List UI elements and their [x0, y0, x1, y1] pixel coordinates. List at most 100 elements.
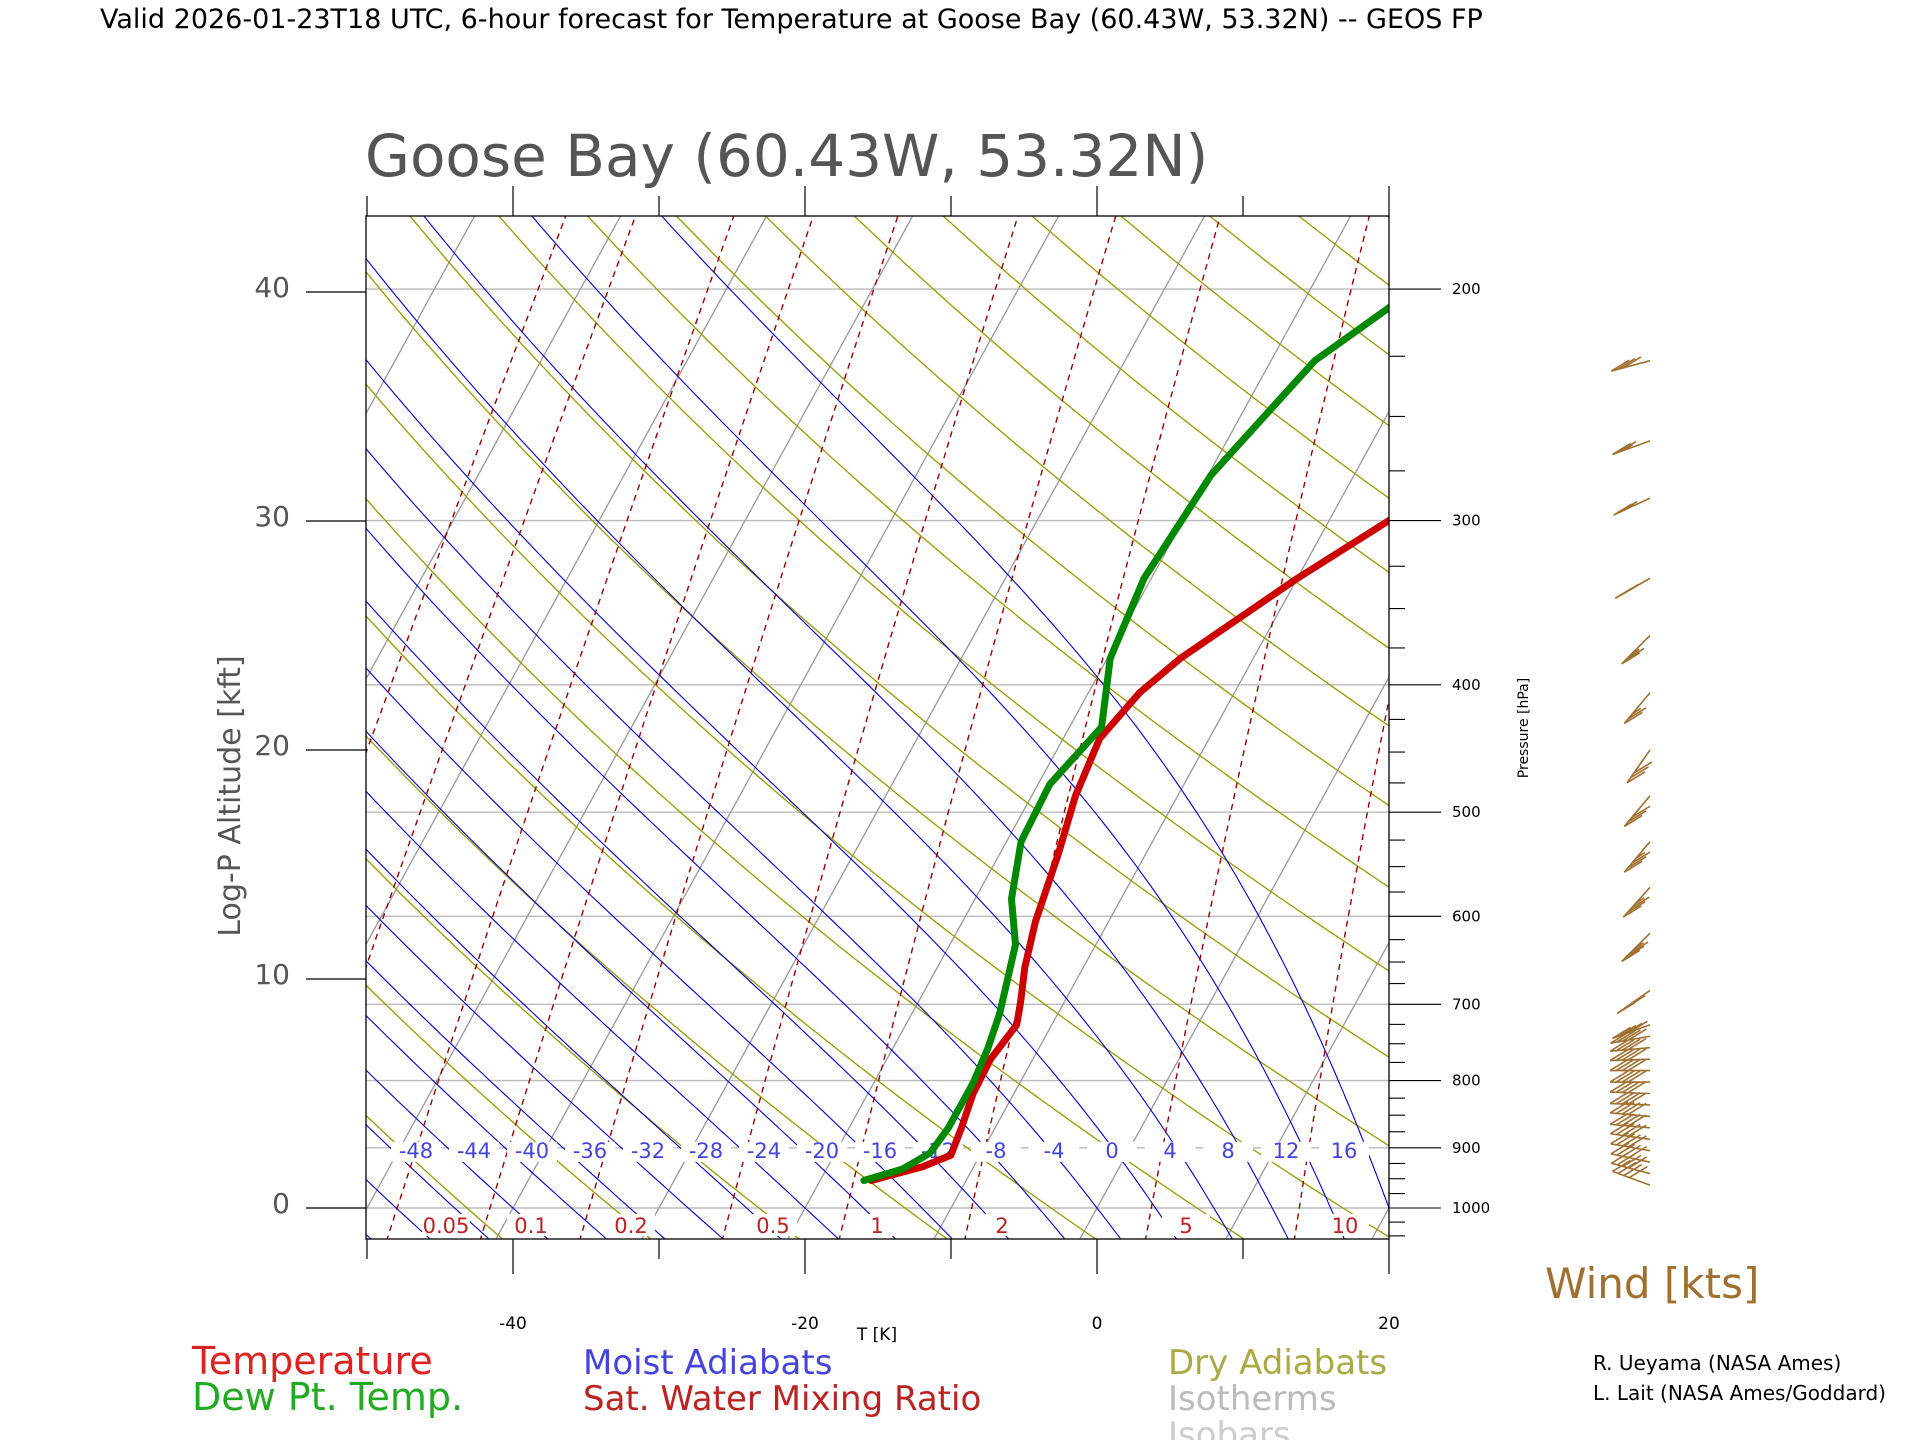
- mixing-ratio-line: [721, 216, 1019, 1239]
- isotherm-line: [366, 216, 622, 681]
- barb-flag: [1617, 1024, 1637, 1038]
- barb-flag: [1615, 1080, 1635, 1093]
- label-bg: [1261, 1141, 1311, 1162]
- label-bg: [681, 1141, 731, 1162]
- label-bg: [1087, 1141, 1137, 1162]
- legend-moist-adiabats: Moist Adiabats: [583, 1343, 832, 1383]
- pressure-tick-label: 500: [1452, 803, 1481, 821]
- barb-flag: [1609, 1058, 1629, 1072]
- barb-flag: [1623, 814, 1643, 828]
- label-bg: [1145, 1141, 1195, 1162]
- wind-barb: [1609, 1037, 1651, 1052]
- barb-flag: [1616, 1143, 1636, 1156]
- valid-time-header: Valid 2026-01-23T18 UTC, 6-hour forecast…: [100, 4, 1483, 35]
- isotherm-line: [495, 216, 1060, 1239]
- label-bg: [739, 1141, 789, 1162]
- barb-flag: [1627, 855, 1647, 869]
- moist-adiabat-line: [366, 904, 724, 1239]
- mixing-ratio-label: 0.5: [756, 1214, 789, 1238]
- moist-adiabat-line: [366, 1069, 549, 1239]
- dry-adiabat-line: [942, 216, 1389, 574]
- moist-adiabat-line: [366, 600, 1010, 1239]
- barb-flag: [1623, 860, 1643, 873]
- barb-flag: [1616, 357, 1636, 371]
- dry-adiabat-line: [1500, 105, 1920, 1241]
- isotherm-line: [1079, 675, 1389, 1239]
- dry-adiabat-line: [366, 615, 1097, 1239]
- plot-frame: [365, 215, 1390, 1240]
- moist-adiabat-line: [366, 730, 897, 1239]
- barb-flag: [1611, 1026, 1631, 1040]
- moist-adiabat-line: [366, 447, 1122, 1239]
- y-tick-label: 40: [254, 271, 290, 304]
- dry-adiabat-line: [764, 216, 1389, 727]
- moist-adiabat-line: [423, 216, 1289, 1239]
- isotherm-line: [366, 216, 914, 1212]
- barb-flag: [1611, 442, 1631, 456]
- moist-adiabat-label: 16: [1331, 1139, 1358, 1163]
- isotherm-line: [787, 216, 1352, 1239]
- pressure-tick-label: 600: [1452, 907, 1481, 925]
- y-axis-label: Log-P Altitude [kft]: [213, 655, 248, 936]
- label-bg: [391, 1141, 441, 1162]
- legend-isobars: Isobars: [1168, 1415, 1291, 1440]
- barb-half-flag: [1631, 996, 1642, 1004]
- wind-barb: [1621, 634, 1651, 665]
- wind-barb: [1613, 497, 1651, 516]
- wind-barb: [1610, 356, 1651, 372]
- wind-barb: [1609, 1091, 1651, 1106]
- barb-flag: [1625, 945, 1645, 958]
- wind-barb: [1623, 692, 1651, 725]
- mixing-ratio-label: 0.05: [423, 1214, 470, 1238]
- mixing-ratio-line: [1293, 695, 1389, 1239]
- dry-adiabat-line: [366, 857, 801, 1239]
- mixing-ratio-line: [1144, 216, 1371, 1239]
- barb-flag: [1621, 1092, 1641, 1105]
- mixing-ratio-label: 5: [1179, 1214, 1192, 1238]
- barb-flag: [1622, 905, 1642, 918]
- label-bg: [422, 1214, 470, 1236]
- barb-half-flag: [1633, 942, 1644, 950]
- wind-barb: [1609, 1048, 1651, 1062]
- barb-flag: [1623, 1022, 1643, 1036]
- dry-adiabat-line: [1416, 105, 1920, 1241]
- dry-adiabat-line: [366, 383, 1389, 1238]
- barb-flag: [1627, 1114, 1647, 1127]
- dry-adiabat-line: [853, 216, 1389, 650]
- barb-flag: [1629, 941, 1649, 954]
- dry-adiabat-line: [1752, 105, 1920, 1241]
- pressure-tick-label: 900: [1452, 1139, 1481, 1157]
- y-tick-label: 20: [254, 729, 290, 762]
- label-bg: [1203, 1141, 1253, 1162]
- barb-half-flag: [1624, 503, 1635, 511]
- moist-adiabat-label: -32: [631, 1139, 665, 1163]
- label-bg: [607, 1214, 655, 1236]
- barb-half-flag: [1623, 443, 1634, 452]
- label-bg: [978, 1214, 1026, 1236]
- barb-flag: [1615, 1038, 1635, 1052]
- dry-adiabat-line: [0, 105, 357, 1241]
- x-tick-label: 20: [1378, 1314, 1400, 1334]
- dry-adiabat-line: [366, 1114, 504, 1239]
- wind-barb: [1623, 841, 1651, 873]
- wind-label: Wind [kts]: [1545, 1259, 1759, 1308]
- barb-flag: [1622, 1154, 1642, 1168]
- mixing-ratio-label: 2: [995, 1214, 1008, 1238]
- barb-flag: [1627, 810, 1647, 823]
- dry-adiabat-line: [366, 984, 652, 1239]
- moist-adiabat-label: -48: [399, 1139, 433, 1163]
- barb-flag: [1615, 1122, 1635, 1136]
- label-bg: [565, 1141, 615, 1162]
- barb-flag: [1621, 652, 1641, 665]
- dry-adiabat-line: [0, 105, 60, 1241]
- pressure-tick-label: 300: [1452, 512, 1481, 530]
- wind-barb: [1621, 932, 1651, 963]
- credit-line-2: L. Lait (NASA Ames/Goddard): [1593, 1381, 1886, 1405]
- credit-line-1: R. Ueyama (NASA Ames): [1593, 1351, 1841, 1375]
- mixing-ratio-label: 0.2: [614, 1214, 647, 1238]
- barb-flag: [1615, 1048, 1635, 1062]
- label-bg: [1029, 1141, 1079, 1162]
- barb-flag: [1623, 711, 1643, 725]
